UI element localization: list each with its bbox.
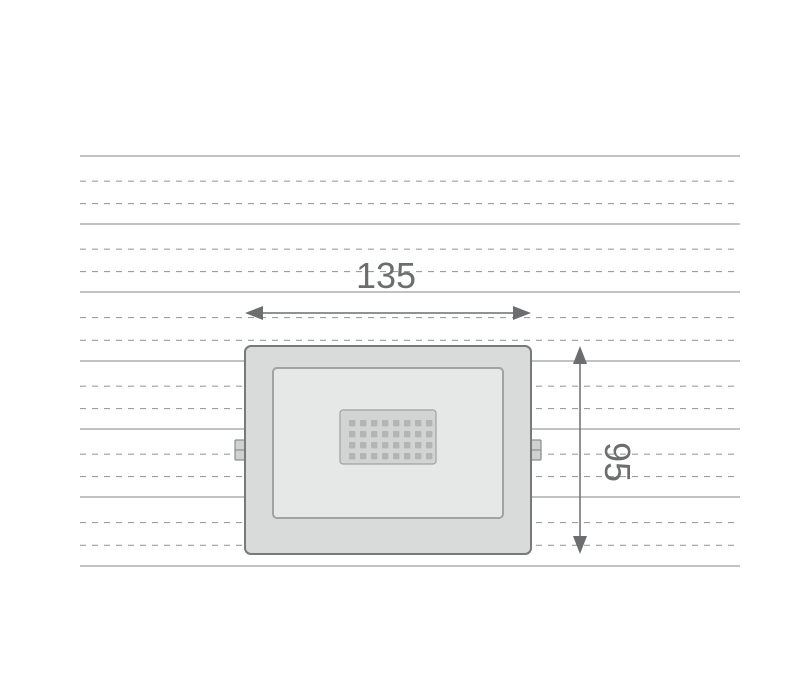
led-dot bbox=[382, 453, 388, 459]
led-dot bbox=[382, 431, 388, 437]
led-dot bbox=[404, 442, 410, 448]
led-dot bbox=[404, 431, 410, 437]
led-dot bbox=[415, 442, 421, 448]
led-dot bbox=[415, 420, 421, 426]
led-dot bbox=[426, 431, 432, 437]
led-dot bbox=[382, 442, 388, 448]
led-dot bbox=[360, 431, 366, 437]
led-dot bbox=[382, 420, 388, 426]
led-dot bbox=[349, 420, 355, 426]
led-dot bbox=[393, 420, 399, 426]
led-dot bbox=[426, 442, 432, 448]
canvas-bg bbox=[0, 0, 812, 684]
led-dot bbox=[404, 420, 410, 426]
dim-width-label: 135 bbox=[356, 255, 416, 296]
led-dot bbox=[426, 453, 432, 459]
led-dot bbox=[360, 453, 366, 459]
led-dot bbox=[349, 431, 355, 437]
led-dot bbox=[349, 442, 355, 448]
dim-height-label: 95 bbox=[597, 442, 638, 482]
led-dot bbox=[393, 431, 399, 437]
led-dot bbox=[426, 420, 432, 426]
technical-drawing: 135 95 bbox=[0, 0, 812, 684]
led-dot bbox=[415, 453, 421, 459]
led-dot bbox=[371, 453, 377, 459]
led-dot bbox=[393, 442, 399, 448]
led-dot bbox=[371, 442, 377, 448]
led-dot bbox=[349, 453, 355, 459]
led-dot bbox=[360, 442, 366, 448]
led-dot bbox=[371, 420, 377, 426]
led-dot bbox=[415, 431, 421, 437]
led-dot bbox=[371, 431, 377, 437]
led-dot bbox=[404, 453, 410, 459]
led-dot bbox=[393, 453, 399, 459]
product-front-view bbox=[235, 346, 541, 554]
led-dot bbox=[360, 420, 366, 426]
